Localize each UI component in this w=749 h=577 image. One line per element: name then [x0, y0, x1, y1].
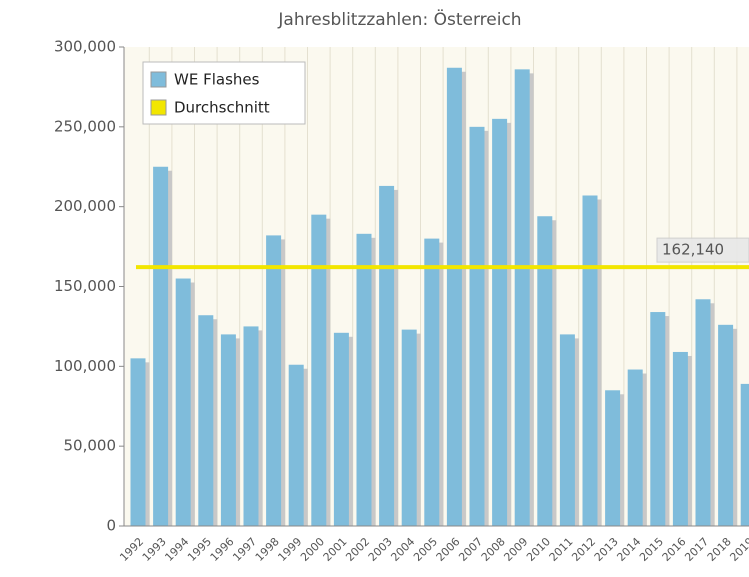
chart-title: Jahresblitzzahlen: Österreich: [277, 8, 521, 30]
y-tick-label: 50,000: [64, 437, 117, 455]
y-tick-label: 0: [106, 517, 116, 535]
x-tick-label: 2009: [501, 535, 530, 564]
x-tick-label: 2006: [434, 535, 463, 564]
bar: [311, 214, 327, 526]
bar: [582, 195, 598, 527]
bar: [130, 358, 146, 526]
y-tick-label: 100,000: [54, 357, 116, 375]
bar: [605, 390, 621, 526]
x-tick-label: 2001: [321, 535, 350, 564]
bar: [175, 278, 191, 526]
bar: [446, 67, 462, 527]
x-tick-label: 1998: [253, 535, 282, 564]
bar: [220, 334, 236, 526]
bar: [718, 324, 734, 526]
x-tick-label: 2016: [660, 535, 689, 564]
x-tick-label: 1999: [275, 535, 304, 564]
bar: [243, 326, 259, 526]
bar: [356, 233, 372, 526]
bar: [740, 383, 749, 526]
x-tick-label: 2000: [298, 535, 327, 564]
bar: [333, 332, 349, 526]
legend-swatch: [150, 99, 167, 116]
x-tick-label: 2017: [682, 535, 711, 564]
legend: [142, 61, 306, 125]
legend-swatch: [150, 71, 167, 88]
x-tick-label: 2013: [592, 535, 621, 564]
average-label: 162,140: [662, 241, 724, 259]
bar: [379, 185, 395, 526]
x-tick-label: 2008: [479, 535, 508, 564]
bar: [627, 369, 643, 526]
bar: [153, 166, 169, 526]
bar: [266, 235, 282, 526]
x-tick-label: 2012: [569, 535, 598, 564]
y-tick-label: 300,000: [54, 38, 116, 56]
bar: [695, 299, 711, 526]
x-tick-label: 2011: [547, 535, 576, 564]
bar: [672, 351, 688, 526]
x-tick-label: 2007: [456, 535, 485, 564]
bar: [559, 334, 575, 526]
x-tick-label: 2010: [524, 535, 553, 564]
bar: [401, 329, 417, 526]
y-tick-label: 150,000: [54, 277, 116, 295]
x-tick-label: 1997: [230, 535, 259, 564]
bar: [198, 315, 214, 526]
x-tick-label: 1995: [185, 535, 214, 564]
x-tick-label: 2004: [388, 535, 417, 564]
x-tick-label: 1993: [140, 535, 169, 564]
average-label-box: [656, 237, 749, 263]
y-tick-label: 200,000: [54, 197, 116, 215]
x-tick-label: 2003: [366, 535, 395, 564]
bar: [424, 238, 440, 526]
x-tick-label: 2018: [705, 535, 734, 564]
x-tick-label: 2002: [343, 535, 372, 564]
bar: [469, 126, 485, 526]
y-tick-label: 250,000: [54, 117, 116, 135]
legend-label: WE Flashes: [174, 71, 260, 89]
x-tick-label: 2005: [411, 535, 440, 564]
bar: [650, 312, 666, 526]
bar: [537, 216, 553, 526]
x-tick-label: 2014: [614, 535, 643, 564]
bar: [492, 118, 508, 526]
x-tick-label: 1994: [162, 535, 191, 564]
x-tick-label: 1992: [117, 535, 146, 564]
x-tick-label: 2019: [727, 535, 749, 564]
bar: [288, 364, 304, 526]
x-tick-label: 2015: [637, 535, 666, 564]
x-tick-label: 1996: [208, 535, 237, 564]
legend-label: Durchschnitt: [174, 99, 270, 117]
bar: [514, 69, 530, 526]
